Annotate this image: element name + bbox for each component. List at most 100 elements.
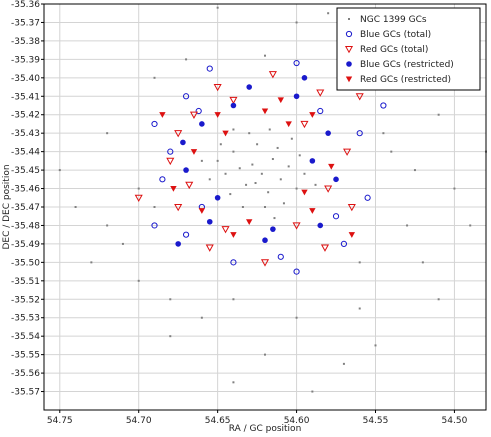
data-point (229, 96, 238, 105)
y-tick-label: -35.50 (11, 258, 40, 268)
data-point (260, 259, 270, 267)
y-tick-label: -35.38 (11, 37, 40, 47)
data-point (206, 218, 213, 225)
data-point (348, 232, 356, 238)
data-point (295, 21, 298, 24)
data-point (364, 194, 371, 201)
data-point (137, 187, 140, 190)
data-point (219, 143, 222, 146)
data-point (327, 12, 330, 15)
data-point (166, 157, 175, 166)
data-point (292, 222, 301, 230)
data-point (153, 76, 156, 79)
data-point (232, 128, 235, 131)
y-axis-label: DEC / DEC position (2, 164, 12, 249)
data-point (134, 194, 143, 203)
data-point (232, 150, 235, 153)
data-points (58, 6, 487, 393)
data-point (358, 261, 361, 264)
data-point (270, 226, 276, 232)
data-point (230, 232, 237, 238)
data-point (311, 390, 314, 393)
data-point (355, 93, 364, 101)
data-point (206, 65, 213, 72)
data-point (182, 93, 190, 100)
data-point (279, 178, 282, 181)
data-point (200, 159, 203, 162)
data-point (347, 203, 356, 212)
x-tick-label: 54.60 (284, 416, 310, 426)
data-point (317, 107, 324, 115)
data-point (264, 54, 266, 57)
y-tick-label: -35.44 (11, 148, 40, 158)
data-point (303, 172, 306, 175)
series-2 (134, 71, 364, 267)
y-tick-label: -35.49 (11, 240, 40, 250)
data-point (300, 120, 309, 129)
data-point (198, 208, 206, 214)
y-tick-label: -35.48 (11, 221, 40, 231)
data-point (382, 132, 385, 135)
y-tick-label: -35.51 (11, 277, 40, 287)
data-point (170, 185, 177, 192)
data-point (182, 231, 190, 238)
data-point (309, 112, 316, 118)
data-point (241, 206, 244, 208)
data-point (246, 219, 253, 225)
data-point (246, 84, 253, 90)
data-point (167, 148, 174, 155)
data-point (224, 172, 227, 175)
data-point (340, 240, 348, 248)
x-tick-label: 54.65 (205, 416, 231, 426)
y-tick-label: -35.57 (11, 388, 40, 398)
legend-label: Blue GCs (total) (360, 30, 431, 40)
y-tick-label: -35.47 (11, 203, 40, 213)
y-tick-label: -35.42 (11, 111, 40, 121)
data-point (356, 130, 363, 137)
data-point (325, 130, 331, 136)
data-point (106, 132, 109, 135)
data-point (216, 159, 219, 162)
data-point (277, 97, 284, 104)
data-point (314, 183, 317, 186)
data-point (254, 182, 257, 185)
legend-marker (345, 76, 353, 83)
legend-marker (345, 30, 353, 38)
data-point (333, 176, 339, 183)
data-point (380, 102, 387, 109)
data-point (343, 148, 352, 156)
legend-marker (346, 61, 352, 67)
data-point (262, 237, 268, 244)
data-point (332, 213, 340, 220)
data-point (151, 222, 158, 229)
data-point (199, 121, 205, 127)
data-point (277, 253, 284, 260)
data-point (342, 362, 345, 365)
data-point (469, 224, 472, 227)
data-point (251, 163, 254, 166)
y-tick-label: -35.54 (11, 332, 40, 342)
data-point (106, 224, 109, 227)
data-point (324, 185, 333, 193)
data-point (137, 279, 140, 282)
x-tick-label: 54.50 (442, 416, 468, 426)
y-tick-label: -35.45 (11, 166, 40, 176)
y-tick-label: -35.43 (11, 129, 40, 139)
data-point (151, 120, 158, 128)
y-tick-label: -35.53 (11, 314, 40, 324)
data-point (293, 93, 300, 100)
data-point (276, 146, 279, 149)
data-point (174, 203, 183, 212)
x-axis-ticks: 54.75 54.70 54.65 54.60 54.55 54.50 (47, 410, 468, 426)
data-point (121, 242, 124, 245)
data-point (320, 244, 330, 252)
data-point (437, 298, 440, 301)
legend-marker (348, 18, 350, 20)
data-point (248, 132, 251, 135)
data-point (264, 206, 266, 208)
legend: NGC 1399 GCs Blue GCs (total) Red GCs (tot… (336, 7, 481, 91)
data-point (213, 83, 222, 92)
data-point (295, 187, 298, 190)
x-tick-label: 54.75 (47, 416, 73, 426)
data-point (230, 259, 237, 266)
